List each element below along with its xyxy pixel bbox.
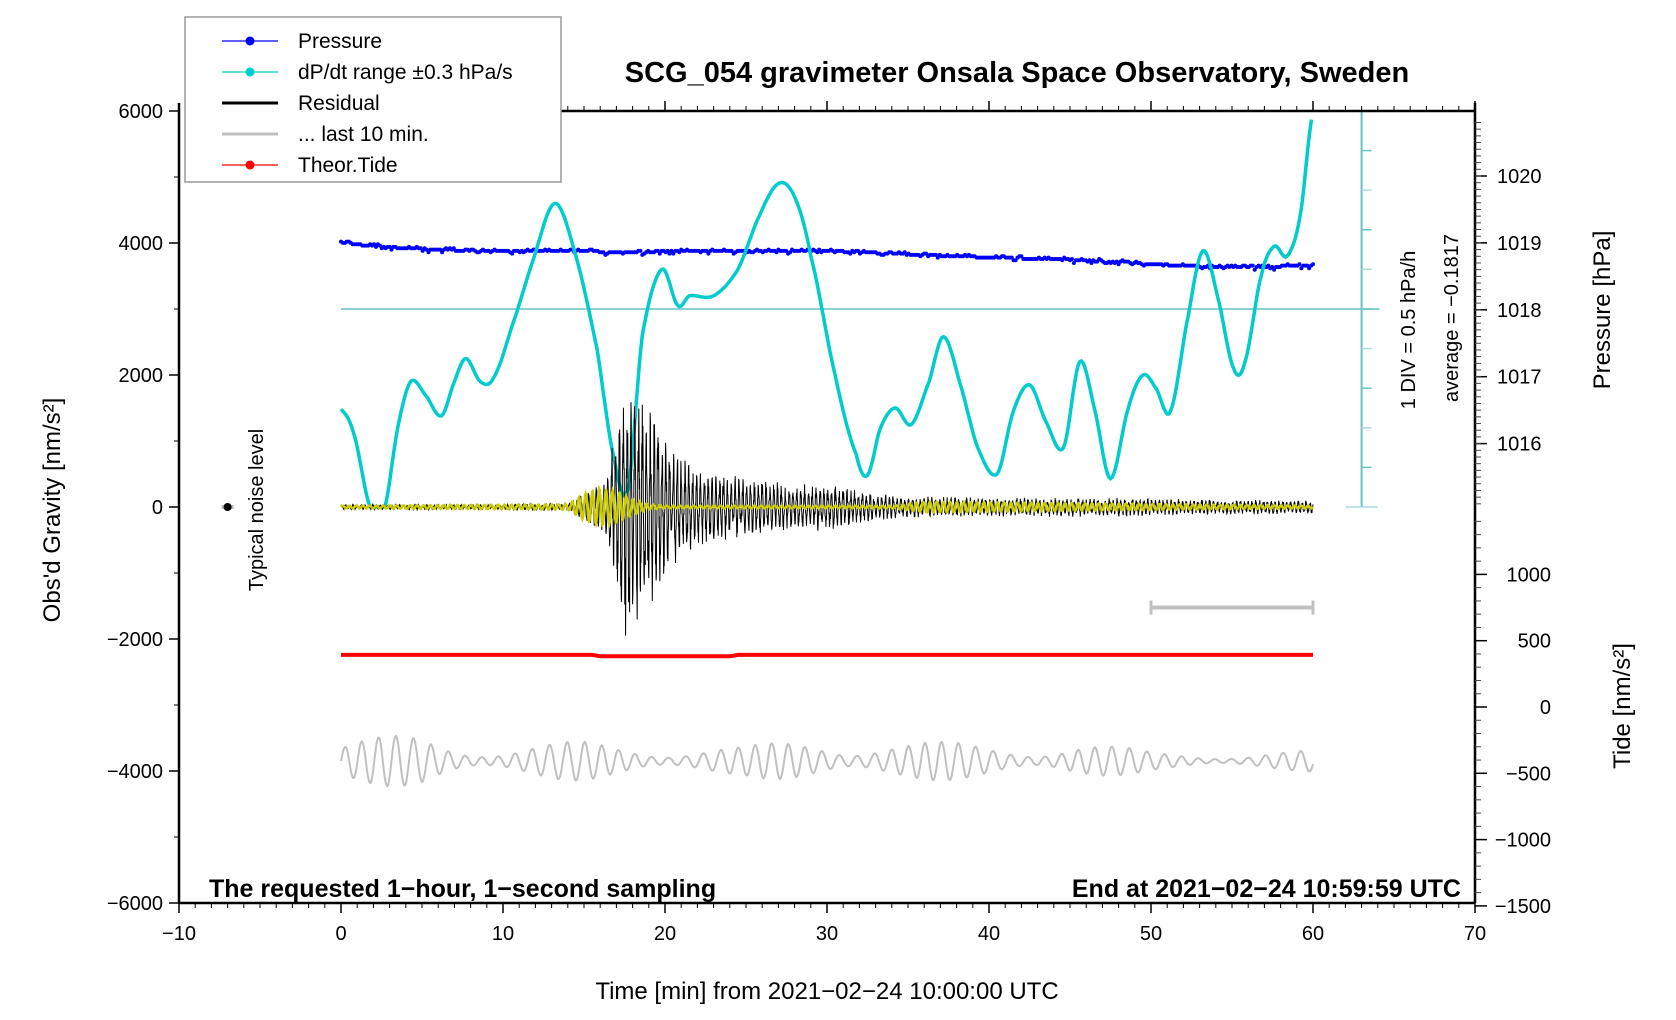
x-tick-label: 60 [1302, 923, 1324, 945]
x-tick-label: 40 [978, 923, 1000, 945]
x-tick-label: 50 [1140, 923, 1162, 945]
chart-title: SCG_054 gravimeter Onsala Space Observat… [625, 57, 1409, 89]
x-tick-label: −10 [162, 923, 196, 945]
legend-entry: Theor.Tide [222, 154, 398, 177]
theor-tide-series-line [341, 652, 1313, 659]
y-left-tick-label: 2000 [119, 365, 164, 387]
tide-tick-label: 1000 [1507, 564, 1552, 586]
y-left-tick-label: 4000 [119, 233, 164, 255]
last-10-min-series-line [340, 734, 1314, 788]
pressure-point [1297, 262, 1302, 267]
legend-label: dP/dt range ±0.3 hPa/s [298, 61, 513, 84]
pressure-tick-label: 1017 [1497, 367, 1542, 389]
x-tick-label: 70 [1464, 923, 1486, 945]
pressure-tick-label: 1016 [1497, 434, 1542, 456]
legend-swatch-dot [245, 67, 255, 77]
tide-tick-label: 0 [1540, 697, 1551, 719]
average-label: average = −0.1817 [1441, 234, 1463, 402]
x-tick-label: 30 [816, 923, 838, 945]
x-axis-title: Time [min] from 2021−02−24 10:00:00 UTC [595, 978, 1058, 1005]
axes-layer: −10 0 10 20 30 40 50 60 70−6000−4000−20000200040… [107, 101, 1551, 945]
dpdt-series-line [339, 119, 1314, 509]
pressure-point [1250, 263, 1255, 268]
filtered-residual-line [340, 484, 1314, 529]
legend-entry: dP/dt range ±0.3 hPa/s [222, 61, 513, 84]
annotation-sampling: The requested 1−hour, 1−second sampling [209, 875, 716, 903]
pressure-tick-label: 1020 [1497, 166, 1542, 188]
y-left-tick-label: 6000 [119, 101, 164, 123]
legend-swatch-dot [245, 36, 255, 46]
pressure-tick-label: 1018 [1497, 300, 1542, 322]
y-left-tick-label: −4000 [107, 761, 163, 783]
pressure-series [339, 239, 1315, 272]
legend-entry: Pressure [222, 30, 382, 53]
legend-entry: ... last 10 min. [222, 123, 429, 146]
y-axis-pressure-title: Pressure [hPa] [1589, 231, 1616, 390]
noise-level-label: Typical noise level [246, 429, 268, 591]
y-left-tick-label: −2000 [107, 629, 163, 651]
tide-tick-label: −500 [1506, 763, 1551, 785]
div-scale-label: 1 DIV = 0.5 hPa/h [1398, 251, 1420, 409]
legend-label: Residual [298, 92, 380, 115]
x-tick-label: 10 [492, 923, 514, 945]
tide-tick-label: 500 [1518, 631, 1551, 653]
pressure-tick-label: 1019 [1497, 233, 1542, 255]
legend-label: ... last 10 min. [298, 123, 429, 146]
y-axis-left-title: Obs'd Gravity [nm/s²] [39, 398, 66, 623]
legend: Pressure dP/dt range ±0.3 hPa/s Residual..… [184, 16, 562, 183]
y-axis-tide-title: Tide [nm/s²] [1609, 643, 1636, 769]
data-layer [221, 110, 1394, 788]
annotation-end-time: End at 2021−02−24 10:59:59 UTC [1072, 875, 1461, 903]
legend-swatch-dot [245, 160, 255, 170]
legend-label: Pressure [298, 30, 382, 53]
pressure-point [1311, 262, 1315, 267]
noise-level-marker [223, 503, 232, 511]
tide-tick-label: −1000 [1495, 830, 1551, 852]
x-tick-label: 0 [335, 923, 346, 945]
x-tick-label: 20 [654, 923, 676, 945]
y-left-tick-label: −6000 [107, 893, 163, 915]
legend-entry: Residual [222, 92, 380, 115]
pressure-point [638, 248, 643, 253]
y-left-tick-label: 0 [152, 497, 163, 519]
residual-series-line [340, 402, 1314, 636]
legend-label: Theor.Tide [298, 154, 398, 177]
tide-tick-label: −1500 [1495, 896, 1551, 918]
pressure-point [1069, 257, 1074, 261]
